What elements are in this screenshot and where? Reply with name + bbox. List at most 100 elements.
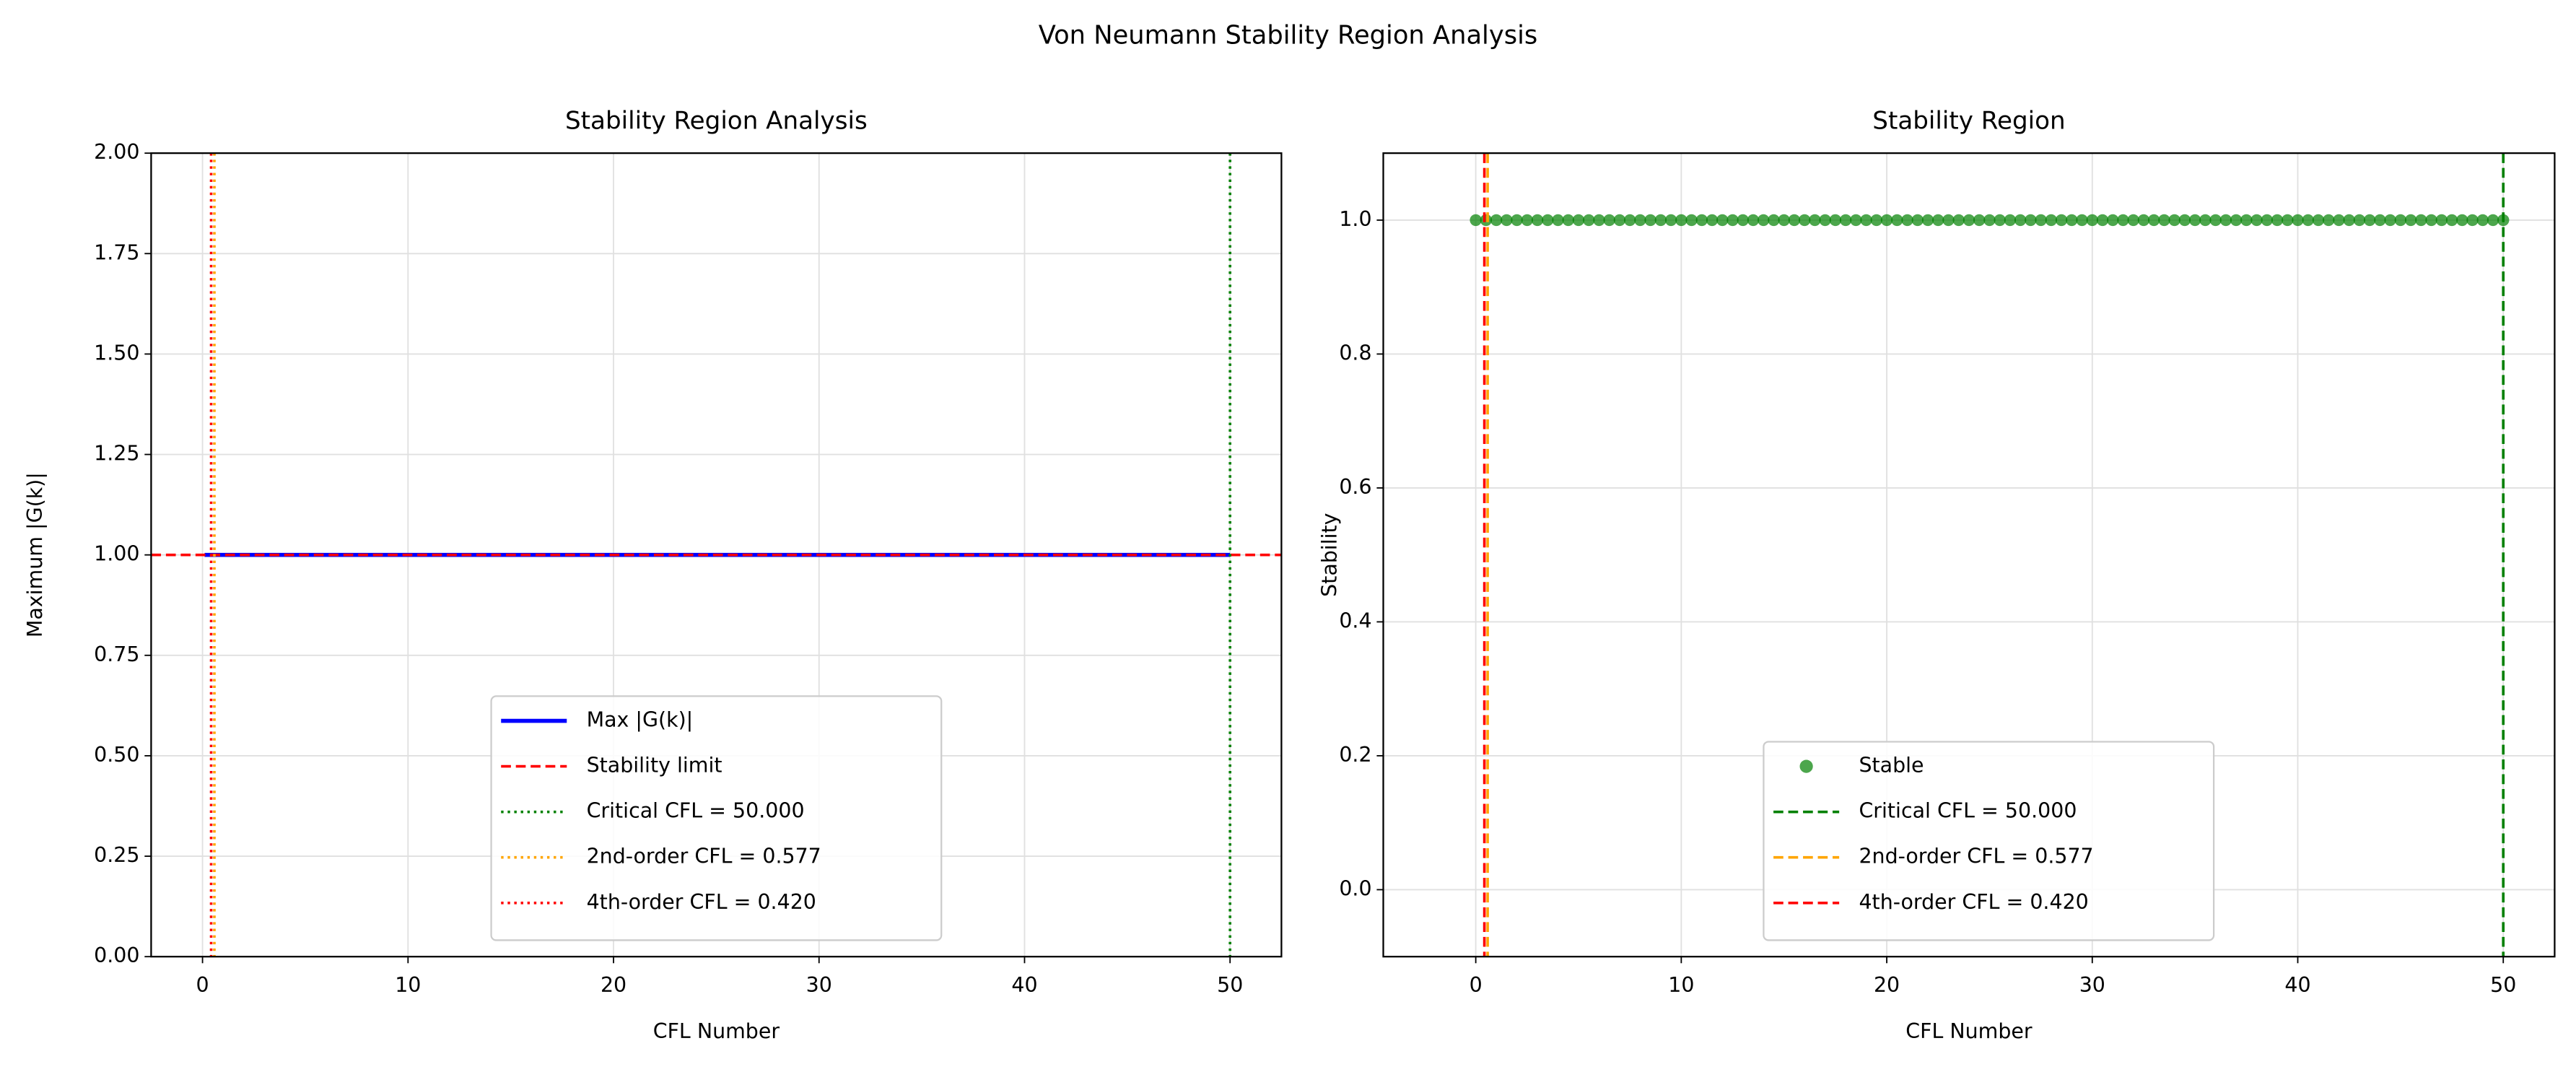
data-point xyxy=(2312,214,2325,227)
data-point xyxy=(1664,214,1677,227)
y-tick-label: 0.00 xyxy=(94,944,139,967)
y-axis-label: Stability xyxy=(1318,513,1342,596)
subplot: Stability Region CFL Number Stability 0 10 20… xyxy=(1318,106,2556,1043)
subplot: Stability Region Analysis CFL Number Maxim… xyxy=(23,106,1283,1043)
x-tick-label: 40 xyxy=(2284,973,2310,997)
data-point xyxy=(2096,214,2109,227)
legend-label: 2nd-order CFL = 0.577 xyxy=(1859,845,2093,868)
y-tick-label: 0.8 xyxy=(1339,341,1371,365)
y-tick-label: 1.25 xyxy=(94,442,139,466)
y-tick-label: 1.50 xyxy=(94,341,139,365)
data-point xyxy=(1921,214,1934,227)
legend-label: Stable xyxy=(1859,754,1924,777)
y-tick-label: 0.25 xyxy=(94,843,139,867)
data-point xyxy=(2117,214,2129,227)
data-point xyxy=(2045,214,2058,227)
x-tick-label: 0 xyxy=(196,973,209,997)
y-tick-label: 0.4 xyxy=(1339,609,1371,632)
data-point xyxy=(1490,214,1503,227)
y-tick-label: 1.0 xyxy=(1339,207,1371,231)
data-point xyxy=(2148,214,2160,227)
data-point xyxy=(2107,214,2119,227)
data-point xyxy=(2384,214,2396,227)
data-point xyxy=(2404,214,2417,227)
data-point xyxy=(2271,214,2284,227)
data-point xyxy=(2076,214,2088,227)
data-point xyxy=(2188,214,2201,227)
data-point xyxy=(2014,214,2027,227)
data-point xyxy=(1531,214,1544,227)
y-tick-label: 1.00 xyxy=(94,542,139,566)
data-point xyxy=(2333,214,2345,227)
legend: Stable Critical CFL = 50.000 2nd-order CFL… xyxy=(1763,741,2215,941)
subplot-title: Stability Region xyxy=(1872,106,2065,135)
data-point xyxy=(1850,214,1862,227)
data-point xyxy=(2209,214,2222,227)
data-point xyxy=(1768,214,1780,227)
data-point xyxy=(1572,214,1585,227)
y-tick-label: 0.0 xyxy=(1339,876,1371,900)
x-tick-label: 30 xyxy=(806,973,832,997)
data-point xyxy=(2178,214,2191,227)
data-point xyxy=(1809,214,1821,227)
data-point xyxy=(2004,214,2017,227)
data-point xyxy=(1758,214,1770,227)
data-point xyxy=(1911,214,1924,227)
legend-label: Critical CFL = 50.000 xyxy=(587,799,805,823)
data-point xyxy=(2250,214,2263,227)
data-point xyxy=(2302,214,2314,227)
y-tick-label: 0.75 xyxy=(94,642,139,666)
x-tick-label: 10 xyxy=(1668,973,1694,997)
data-point xyxy=(1675,214,1688,227)
y-axis-label: Maximum |G(k)| xyxy=(23,472,47,637)
data-point xyxy=(1613,214,1626,227)
y-tick-label: 0.2 xyxy=(1339,743,1371,767)
data-point xyxy=(2425,214,2437,227)
legend-label: 4th-order CFL = 0.420 xyxy=(587,890,816,914)
data-point xyxy=(2282,214,2294,227)
data-point xyxy=(1870,214,1883,227)
legend-label: 4th-order CFL = 0.420 xyxy=(1859,890,2088,914)
x-tick-label: 0 xyxy=(1470,973,1483,997)
x-tick-label: 20 xyxy=(601,973,626,997)
data-point xyxy=(1716,214,1729,227)
data-point xyxy=(1583,214,1595,227)
data-point xyxy=(2487,214,2499,227)
x-tick-label: 40 xyxy=(1011,973,1037,997)
x-tick-label: 50 xyxy=(2490,973,2516,997)
data-point xyxy=(1737,214,1749,227)
y-tick-label: 0.50 xyxy=(94,743,139,767)
data-point xyxy=(2127,214,2139,227)
data-point xyxy=(2394,214,2407,227)
data-point xyxy=(1542,214,1554,227)
x-tick-label: 30 xyxy=(2079,973,2105,997)
data-point xyxy=(2476,214,2489,227)
data-point xyxy=(1623,214,1636,227)
data-point xyxy=(1860,214,1872,227)
data-point xyxy=(1480,214,1493,227)
data-point xyxy=(1932,214,1944,227)
data-point xyxy=(2066,214,2078,227)
x-axis-label: CFL Number xyxy=(1905,1019,2033,1043)
x-tick-label: 50 xyxy=(1217,973,1243,997)
data-point xyxy=(2466,214,2479,227)
data-point xyxy=(1962,214,1975,227)
plot-area xyxy=(151,153,1282,957)
data-point xyxy=(1521,214,1534,227)
legend: Max |G(k)| Stability limit Critical CFL = … xyxy=(490,695,943,941)
data-point xyxy=(2158,214,2170,227)
data-point xyxy=(1470,214,1482,227)
data-point xyxy=(1562,214,1574,227)
legend-box xyxy=(490,695,943,941)
legend-label: Max |G(k)| xyxy=(587,708,694,732)
data-point xyxy=(2168,214,2180,227)
data-point xyxy=(1839,214,1852,227)
data-point xyxy=(2055,214,2068,227)
data-point xyxy=(1501,214,1513,227)
data-point xyxy=(2025,214,2037,227)
data-point xyxy=(1983,214,1996,227)
data-point xyxy=(2219,214,2232,227)
data-point xyxy=(1788,214,1801,227)
axes-frame xyxy=(1382,152,2556,958)
